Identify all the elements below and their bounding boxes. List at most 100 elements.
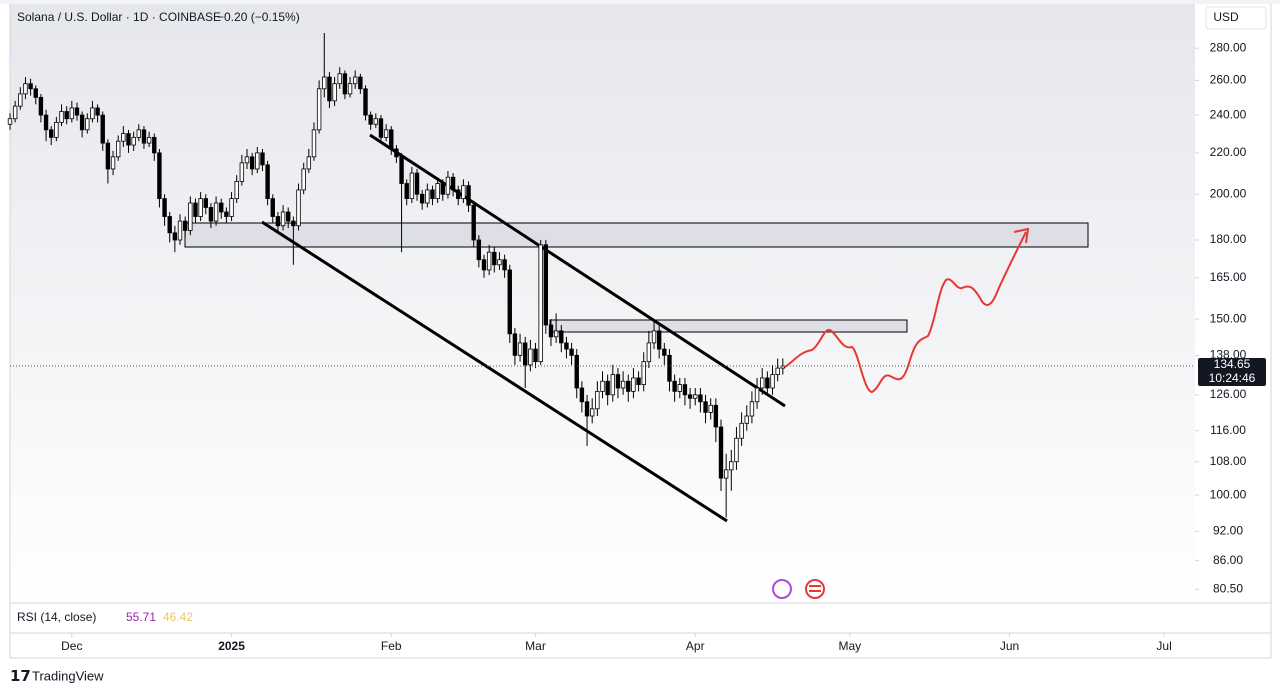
candle-body <box>342 73 348 95</box>
x-tick-label: Jun <box>1000 639 1019 653</box>
top-strip <box>0 0 1280 4</box>
candle-body <box>18 93 23 107</box>
flag-icon[interactable] <box>805 579 825 599</box>
projection-arrowhead <box>1013 227 1030 244</box>
candle-body <box>115 140 121 158</box>
candle-body <box>615 374 621 389</box>
candle-body <box>229 198 234 217</box>
price-axis <box>1195 4 1271 603</box>
candle-body <box>656 330 662 350</box>
candle-body <box>687 394 693 399</box>
candle-body <box>584 401 590 417</box>
candle-body <box>698 394 703 403</box>
candle-body <box>260 152 265 166</box>
candle-body <box>152 136 157 154</box>
candle-body <box>177 220 183 241</box>
candle-body <box>553 330 559 338</box>
candle-body <box>559 330 564 344</box>
candle-body <box>528 348 533 366</box>
projection-path <box>784 231 1027 394</box>
candle-body <box>723 469 729 479</box>
x-tick-label: Feb <box>381 639 402 653</box>
x-tick-label: 2025 <box>218 639 245 653</box>
y-tick-label: 280.00 <box>1210 40 1247 54</box>
candle-body <box>64 111 69 120</box>
y-tick-label: 126.00 <box>1210 387 1247 401</box>
currency-label: USD <box>1213 10 1239 24</box>
candle-body <box>105 142 111 170</box>
last-price-label: 134.65 <box>1214 357 1251 371</box>
candle-body <box>466 185 471 206</box>
candle-body <box>74 107 80 116</box>
y-tick-label: 80.50 <box>1213 581 1243 595</box>
candle-body <box>682 384 688 396</box>
candle-body <box>564 342 569 350</box>
candle-body <box>435 183 440 200</box>
candle-body <box>33 88 38 98</box>
candle-body <box>182 220 188 231</box>
candle-body <box>322 76 327 90</box>
channel-line <box>261 220 728 523</box>
candle-body <box>476 239 482 261</box>
channel-line <box>369 133 786 408</box>
candle-body <box>430 189 435 200</box>
candle-body <box>548 324 554 338</box>
candle-body <box>481 259 487 271</box>
candle-body <box>749 401 755 417</box>
y-tick-label: 108.00 <box>1210 454 1247 468</box>
candle-body <box>208 207 214 222</box>
candle-body <box>38 96 44 116</box>
candle-body <box>79 114 85 131</box>
candle-body <box>538 244 543 363</box>
candle-body <box>378 118 384 138</box>
candle-body <box>49 129 54 138</box>
candle-body <box>332 83 337 102</box>
candle-body <box>296 189 301 227</box>
x-tick-label: Dec <box>61 639 82 653</box>
candle-body <box>270 198 275 217</box>
candle-body <box>734 437 739 463</box>
y-tick-label: 220.00 <box>1210 145 1247 159</box>
candle-body <box>492 251 497 266</box>
candle-body <box>662 348 667 356</box>
countdown: 10:24:46 <box>1209 371 1256 385</box>
candle-body <box>121 133 126 142</box>
candle-body <box>146 136 152 144</box>
y-tick-label: 100.00 <box>1210 487 1247 501</box>
candle-body <box>636 377 641 386</box>
rsi-value: 55.71 <box>126 610 156 624</box>
flag-stripe <box>809 585 821 587</box>
candle-body <box>502 259 507 271</box>
candle-body <box>286 211 291 222</box>
candle-body <box>672 380 677 392</box>
event-icon[interactable] <box>772 579 792 599</box>
candle-body <box>43 114 49 131</box>
candle-body <box>579 387 585 403</box>
candles <box>7 32 786 518</box>
y-tick-label: 180.00 <box>1210 232 1247 246</box>
candle-body <box>456 189 461 200</box>
candle-body <box>729 461 734 471</box>
candle-body <box>126 133 131 146</box>
candle-body <box>703 401 708 413</box>
candle-body <box>337 73 342 85</box>
candle-body <box>141 129 147 144</box>
candle-body <box>69 107 75 120</box>
candle-body <box>543 244 549 326</box>
candle-body <box>713 404 719 428</box>
candle-body <box>677 384 682 392</box>
candle-body <box>512 333 518 356</box>
y-tick-label: 116.00 <box>1210 423 1246 437</box>
currency-button[interactable] <box>1205 6 1267 30</box>
candle-body <box>589 408 595 417</box>
plot-background <box>10 4 1195 603</box>
candle-body <box>497 259 502 266</box>
candle-body <box>383 129 389 138</box>
rsi-value: 46.42 <box>163 610 193 624</box>
candle-body <box>157 152 162 200</box>
x-tick-label: Jul <box>1156 639 1171 653</box>
y-tick-label: 200.00 <box>1210 186 1247 200</box>
candle-body <box>523 342 528 366</box>
resistance-zone <box>184 222 1089 248</box>
